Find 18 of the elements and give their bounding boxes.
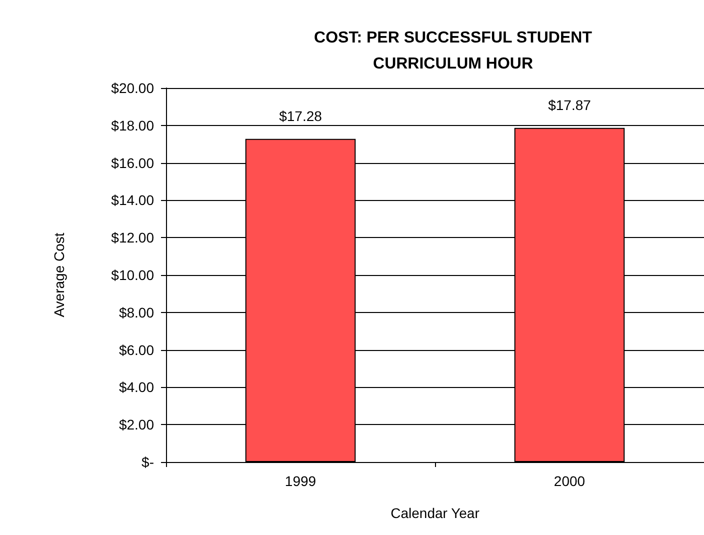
y-tick-label: $2.00 <box>118 416 154 433</box>
y-tick-label: $14.00 <box>111 192 154 208</box>
y-tick-label: $8.00 <box>118 304 154 320</box>
y-tick-label: $- <box>142 454 154 470</box>
data-label: $17.28 <box>279 108 322 124</box>
y-tick-label: $18.00 <box>111 117 154 134</box>
y-tick-label: $4.00 <box>118 379 154 396</box>
data-label: $17.87 <box>548 96 592 113</box>
x-axis-title: Calendar Year <box>390 505 480 521</box>
y-tick-label: $20.00 <box>111 80 154 96</box>
y-tick-label: $12.00 <box>111 230 154 246</box>
chart-title: COST: PER SUCCESSFUL STUDENT CURRICULUM HOUR <box>314 30 592 72</box>
y-tick-label: $16.00 <box>111 154 154 171</box>
x-tick-label: 2000 <box>554 473 586 489</box>
y-axis-title: Average Cost <box>51 232 67 318</box>
x-tick-label: 1999 <box>284 473 316 489</box>
y-tick-label: $10.00 <box>111 267 154 283</box>
y-tick-label: $6.00 <box>118 342 154 358</box>
